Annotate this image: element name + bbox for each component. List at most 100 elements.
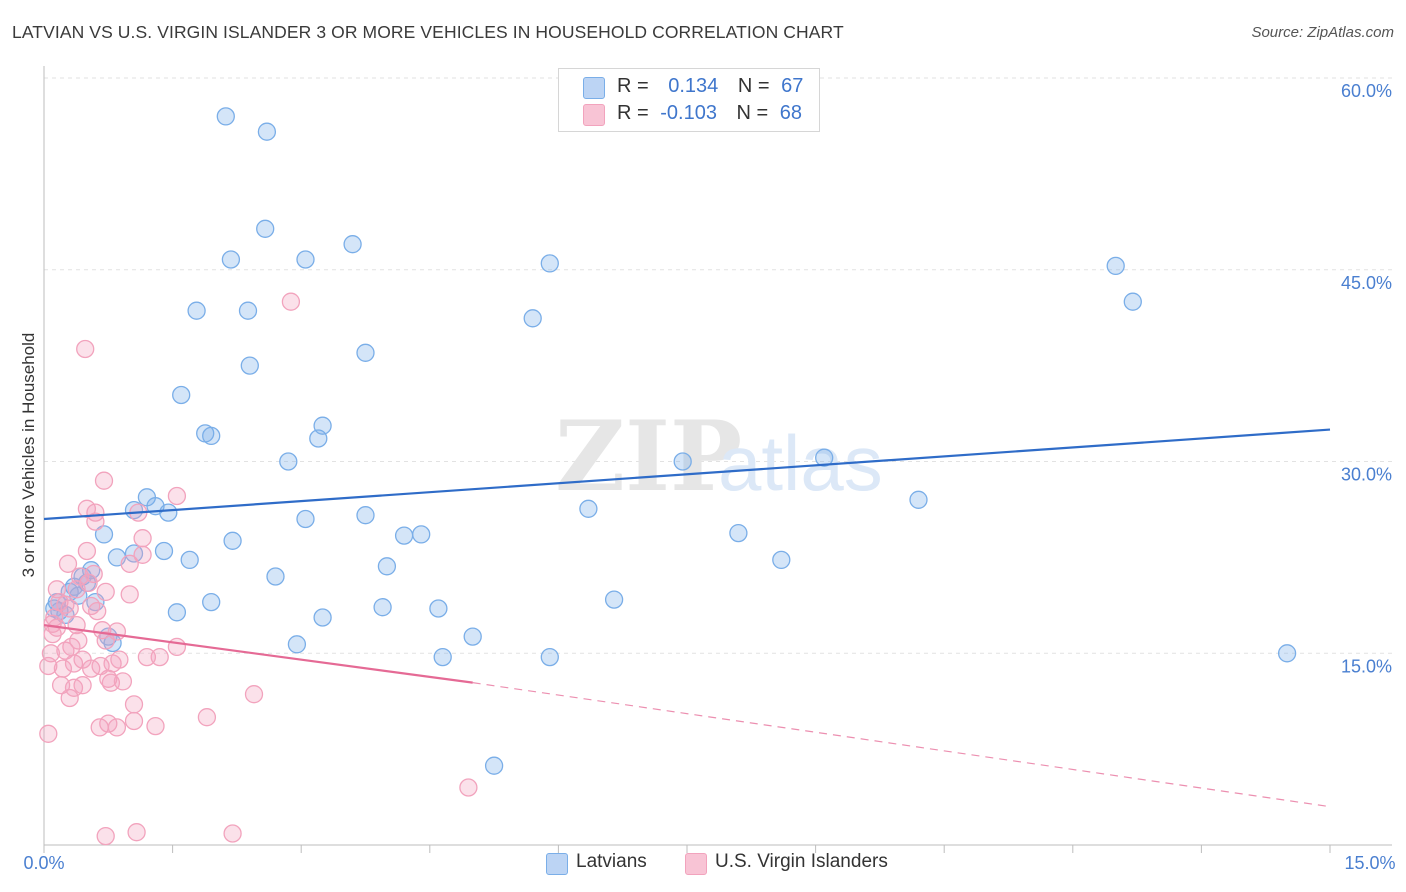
data-point bbox=[240, 356, 259, 375]
data-point bbox=[159, 503, 178, 522]
data-point bbox=[673, 452, 692, 471]
chart-title: LATVIAN VS U.S. VIRGIN ISLANDER 3 OR MOR… bbox=[12, 22, 844, 42]
data-point bbox=[167, 637, 187, 657]
y-tick-label: 60.0% bbox=[1341, 81, 1392, 101]
legend-label-virgin-islanders: U.S. Virgin Islanders bbox=[715, 851, 888, 872]
data-point bbox=[540, 647, 559, 667]
data-point bbox=[84, 564, 103, 584]
data-point bbox=[88, 601, 107, 621]
data-point bbox=[187, 301, 206, 320]
data-point bbox=[53, 659, 73, 678]
data-point bbox=[110, 650, 129, 669]
data-point bbox=[356, 343, 375, 362]
legend-r-value-latvians: 0.134 bbox=[668, 75, 719, 97]
data-point bbox=[1277, 644, 1297, 663]
data-point bbox=[523, 309, 542, 328]
data-point bbox=[167, 603, 187, 622]
data-point bbox=[772, 550, 791, 570]
data-point bbox=[238, 301, 258, 320]
data-point bbox=[343, 235, 362, 254]
trend-line-extension bbox=[472, 682, 1331, 808]
x-tick-label-min: 0.0% bbox=[23, 853, 64, 873]
data-point bbox=[313, 608, 332, 627]
data-point bbox=[137, 647, 157, 667]
data-point bbox=[99, 714, 118, 733]
data-point bbox=[120, 585, 139, 604]
data-point bbox=[91, 656, 110, 676]
axes bbox=[43, 66, 1392, 853]
data-point bbox=[154, 541, 174, 561]
y-tick-label: 15.0% bbox=[1341, 656, 1392, 676]
data-point bbox=[394, 526, 414, 545]
data-point bbox=[41, 644, 61, 663]
data-point bbox=[429, 599, 448, 618]
data-point bbox=[150, 647, 169, 667]
data-point bbox=[60, 688, 79, 708]
data-point bbox=[266, 567, 285, 586]
data-point bbox=[540, 254, 559, 273]
data-point bbox=[180, 550, 199, 570]
data-point bbox=[62, 637, 81, 657]
data-point bbox=[94, 471, 114, 490]
data-point bbox=[257, 122, 277, 141]
watermark: ZIP atlas bbox=[555, 400, 883, 513]
legend-swatch-latvians bbox=[583, 77, 605, 99]
data-point bbox=[69, 586, 88, 605]
data-point bbox=[113, 672, 133, 691]
data-point bbox=[77, 541, 97, 561]
legend-swatch-latvians bbox=[546, 853, 568, 875]
y-tick-label: 45.0% bbox=[1341, 273, 1392, 293]
data-point bbox=[107, 622, 127, 641]
series-virgin-islanders bbox=[39, 292, 478, 846]
data-point bbox=[39, 724, 58, 743]
data-point bbox=[579, 499, 598, 518]
data-point bbox=[167, 486, 187, 506]
data-point bbox=[221, 250, 241, 269]
data-point bbox=[377, 557, 397, 576]
series-legend: Latvians U.S. Virgin Islanders bbox=[0, 850, 1406, 880]
data-point bbox=[202, 426, 221, 446]
data-point bbox=[815, 448, 834, 467]
correlation-legend: R = 0.134 N = 67 R = -0.103 N = 68 bbox=[558, 68, 820, 132]
data-points bbox=[39, 107, 1297, 846]
data-point bbox=[133, 529, 152, 548]
trend-line-latvians bbox=[43, 428, 1331, 521]
trend-line-virgin-islanders bbox=[43, 624, 473, 684]
series-latvians bbox=[45, 107, 1297, 775]
data-point bbox=[216, 107, 235, 126]
legend-n-label: N = bbox=[736, 102, 769, 124]
trend-lines bbox=[43, 428, 1331, 808]
data-point bbox=[96, 582, 115, 602]
legend-swatch-virgin-islanders bbox=[583, 104, 605, 126]
data-point bbox=[127, 823, 146, 842]
data-point bbox=[172, 385, 191, 405]
legend-label-latvians: Latvians bbox=[576, 851, 647, 872]
data-point bbox=[197, 708, 217, 727]
data-point bbox=[60, 599, 79, 618]
data-point bbox=[604, 590, 624, 609]
y-tick-label: 30.0% bbox=[1341, 465, 1392, 485]
data-point bbox=[79, 573, 98, 593]
legend-r-label: R = bbox=[617, 102, 649, 124]
legend-n-value-virgin-islanders: 68 bbox=[779, 102, 803, 124]
y-axis-label: 3 or more Vehicles in Household bbox=[19, 333, 38, 578]
data-point bbox=[356, 506, 375, 525]
data-point bbox=[373, 598, 392, 617]
data-point bbox=[73, 676, 92, 695]
x-tick-label-max: 15.0% bbox=[1344, 853, 1395, 873]
legend-n-label: N = bbox=[737, 75, 770, 97]
data-point bbox=[58, 554, 78, 573]
data-point bbox=[146, 716, 165, 736]
data-point bbox=[484, 756, 504, 775]
watermark-zip: ZIP bbox=[555, 400, 742, 513]
legend-n-value-latvians: 67 bbox=[781, 75, 804, 97]
data-point bbox=[1123, 292, 1142, 311]
data-point bbox=[433, 647, 452, 667]
data-point bbox=[96, 826, 115, 846]
legend-r-value-virgin-islanders: -0.103 bbox=[660, 102, 717, 124]
data-point bbox=[69, 631, 88, 650]
data-point bbox=[463, 627, 482, 646]
data-point bbox=[124, 711, 144, 731]
data-point bbox=[279, 452, 298, 471]
